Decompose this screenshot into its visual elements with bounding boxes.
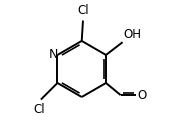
Text: N: N: [49, 48, 59, 61]
Text: O: O: [138, 89, 147, 102]
Text: OH: OH: [124, 28, 142, 41]
Text: Cl: Cl: [34, 103, 45, 116]
Text: Cl: Cl: [77, 4, 89, 17]
